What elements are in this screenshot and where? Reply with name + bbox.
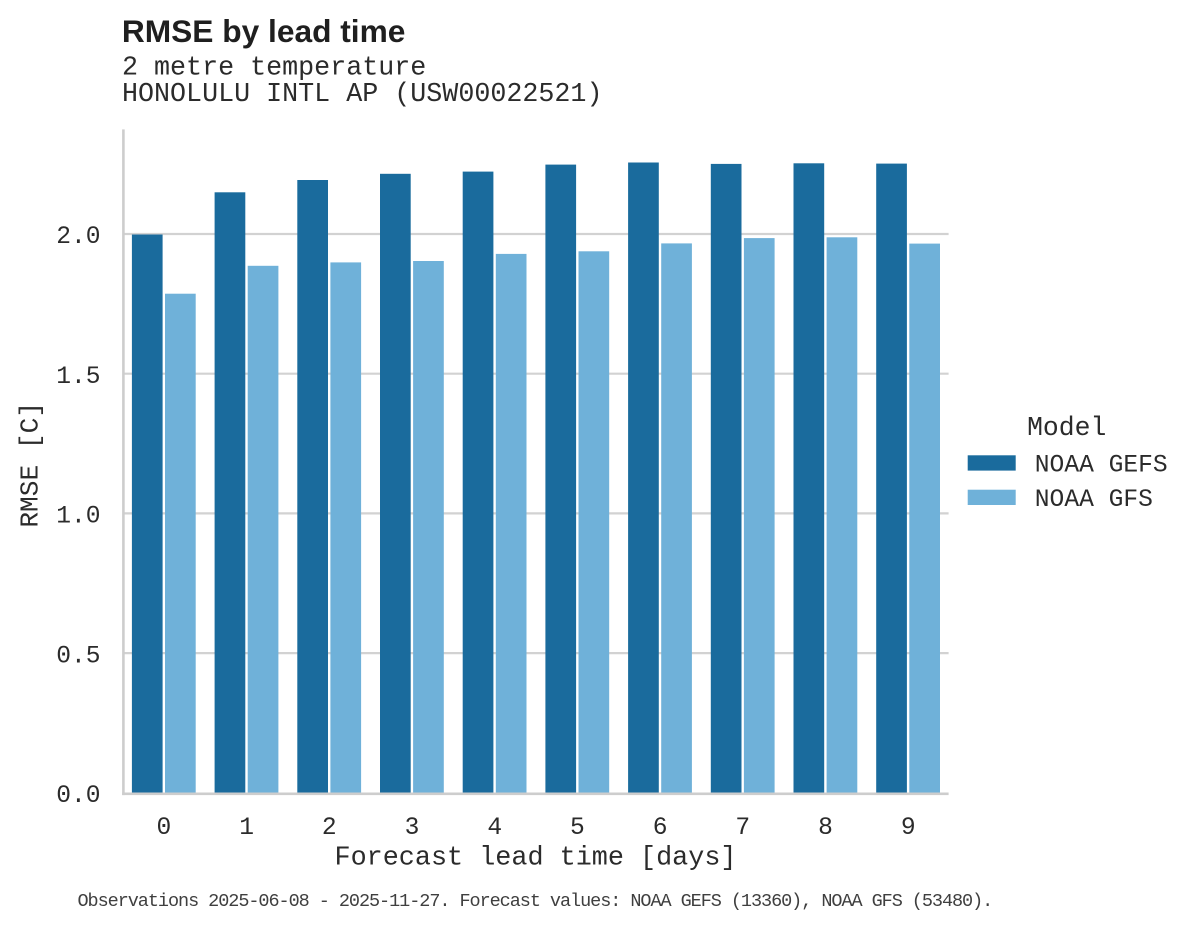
svg-text:Observations 2025-06-08 - 2025: Observations 2025-06-08 - 2025-11-27. Fo… xyxy=(78,891,993,912)
svg-text:2: 2 xyxy=(322,815,337,842)
svg-text:2.0: 2.0 xyxy=(56,224,100,251)
svg-text:Model: Model xyxy=(1027,413,1106,443)
svg-text:6: 6 xyxy=(653,815,668,842)
svg-text:1.0: 1.0 xyxy=(56,504,100,531)
svg-text:7: 7 xyxy=(735,815,750,842)
svg-text:1.5: 1.5 xyxy=(56,364,100,391)
svg-text:0.0: 0.0 xyxy=(56,783,100,810)
svg-text:RMSE [C]: RMSE [C] xyxy=(16,402,46,528)
svg-text:RMSE by lead time: RMSE by lead time xyxy=(122,13,406,49)
svg-text:Forecast lead time [days]: Forecast lead time [days] xyxy=(334,844,736,874)
svg-text:0.5: 0.5 xyxy=(56,643,100,670)
svg-text:HONOLULU INTL AP (USW00022521): HONOLULU INTL AP (USW00022521) xyxy=(122,80,602,110)
svg-text:4: 4 xyxy=(487,815,502,842)
svg-text:1: 1 xyxy=(239,815,254,842)
svg-text:NOAA GFS: NOAA GFS xyxy=(1035,487,1153,514)
svg-text:0: 0 xyxy=(157,815,172,842)
svg-text:9: 9 xyxy=(901,815,916,842)
svg-text:3: 3 xyxy=(405,815,420,842)
svg-text:5: 5 xyxy=(570,815,585,842)
svg-text:8: 8 xyxy=(818,815,833,842)
svg-text:NOAA GEFS: NOAA GEFS xyxy=(1035,452,1168,479)
svg-text:2 metre temperature: 2 metre temperature xyxy=(122,53,426,83)
